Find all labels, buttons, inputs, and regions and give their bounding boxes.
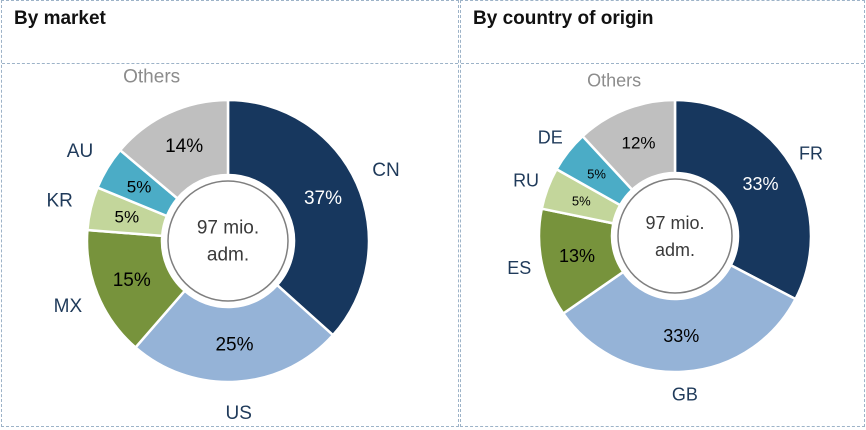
data-label-mx: 15% [113,270,151,291]
market-panel: By market 37% CN 25% US 15% MX 5% KR 5% AU 14% Othe… [1,0,459,427]
data-label-others: 12% [622,133,656,152]
category-label-au: AU [67,141,93,162]
category-label-es: ES [507,258,531,278]
center-label-line: adm. [655,240,695,260]
category-label-mx: MX [54,296,83,317]
data-label-cn: 37% [304,188,342,209]
data-label-others: 14% [165,136,203,157]
category-label-us: US [226,403,252,424]
data-label-es: 13% [559,246,595,266]
origin-panel-header: By country of origin [461,1,864,64]
center-label-line: adm. [207,245,249,266]
data-label-ru: 5% [572,193,591,208]
category-label-de: DE [538,127,563,147]
center-label-line: 97 mio. [197,218,259,239]
chart-title: By market [14,8,106,29]
chart-title: By country of origin [473,8,654,29]
origin-panel: By country of origin 33% FR 33% GB 13% ES 5% RU… [460,0,865,427]
slice-fr [673,98,813,301]
data-label-kr: 5% [115,207,140,226]
category-label-ru: RU [513,170,539,190]
slice-us [133,283,335,384]
data-label-de: 5% [587,166,606,181]
data-label-gb: 33% [663,326,699,346]
category-label-fr: FR [799,144,823,164]
slice-others [580,98,677,192]
center-circle [167,180,289,302]
category-label-others: Others [123,66,180,87]
market-donut-chart: 37% CN 25% US 15% MX 5% KR 5% AU 14% Others 97 mio. a… [46,66,399,424]
category-label-cn: CN [372,160,399,181]
data-label-fr: 33% [743,174,779,194]
data-label-us: 25% [215,334,253,355]
slice-cn [226,98,371,337]
category-label-gb: GB [672,385,698,405]
slice-gb [561,263,798,374]
center-label-line: 97 mio. [645,213,704,233]
market-panel-header: By market [2,1,458,64]
center-circle [617,178,733,294]
data-label-au: 5% [127,178,152,197]
category-label-kr: KR [46,191,72,212]
origin-donut-chart: 33% FR 33% GB 13% ES 5% RU 5% DE 12% Others 97 mio. a… [507,70,823,405]
category-label-others: Others [587,70,641,90]
slice-others [118,98,230,201]
